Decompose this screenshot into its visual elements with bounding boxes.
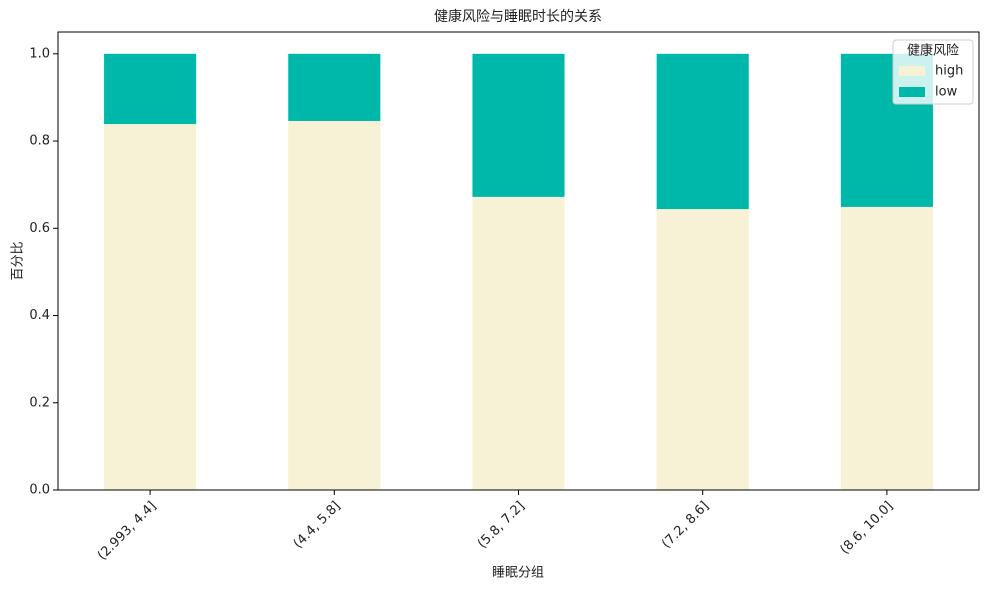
y-axis-label: 百分比 [11,241,26,280]
legend-swatch [899,87,925,97]
bar-segment [288,53,381,121]
x-tick-label: (7.2, 8.6] [659,499,712,552]
bar-segment [656,53,749,210]
y-tick-label: 1.0 [29,46,50,61]
bar-segment [472,53,565,197]
bar-segment [840,206,933,490]
y-tick-label: 0.0 [29,483,50,498]
bar-segment [288,120,381,491]
legend-label: low [935,85,958,100]
bar-segment [656,209,749,491]
plot-frame [57,31,980,491]
x-tick-label: (2.993, 4.4] [95,499,160,564]
bar-segment [104,53,197,125]
legend-title: 健康风险 [907,43,959,59]
bar-segment [104,124,197,490]
bar-segment [472,196,565,490]
y-tick-label: 0.6 [29,221,50,236]
y-tick-label: 0.4 [29,308,50,323]
x-tick-label: (8.6, 10.0] [837,499,896,558]
x-axis-label: 睡眠分组 [492,566,544,581]
y-tick-label: 0.8 [29,134,50,149]
y-tick-label: 0.2 [29,395,50,410]
legend-swatch [899,66,925,76]
x-tick-label: (5.8, 7.2] [475,499,528,552]
legend-label: high [935,64,963,79]
x-tick-label: (4.4, 5.8] [291,499,344,552]
chart-title: 健康风险与睡眠时长的关系 [434,8,602,25]
